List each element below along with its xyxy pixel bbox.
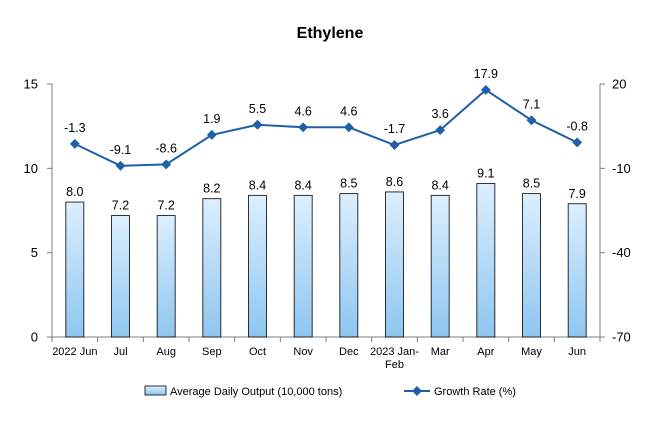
y-left-tick-label: 10 — [24, 161, 38, 176]
legend-line-marker — [412, 386, 422, 396]
line-point — [343, 122, 354, 133]
bar — [65, 201, 85, 338]
line-point — [69, 138, 80, 149]
legend: Average Daily Output (10,000 tons) Growt… — [144, 385, 516, 398]
line-point — [206, 129, 217, 140]
bar-data-label: 8.6 — [386, 175, 403, 189]
bar — [339, 193, 359, 338]
line-data-label: 5.5 — [249, 102, 266, 116]
category-labels: 2022 Jun Jul Aug Sep Oct Nov Dec 2023 Jan-Feb Ma… — [52, 346, 586, 371]
y-right-tick-label: 20 — [612, 77, 626, 92]
y-left-tick-label: 15 — [24, 77, 38, 92]
line-data-label: 7.1 — [523, 97, 540, 111]
line-point — [298, 122, 309, 133]
bar — [385, 191, 404, 338]
bar-data-label: 8.4 — [294, 178, 311, 192]
x-tick-label: May — [521, 346, 542, 358]
axes: 0 5 10 15 -70 -40 -10 20 — [24, 77, 631, 345]
x-tick-label: Oct — [249, 346, 266, 358]
line-data-label: 1.9 — [203, 112, 220, 126]
bar — [476, 183, 496, 338]
x-tick-label: Nov — [293, 346, 313, 358]
line-data-label: -0.8 — [566, 119, 588, 133]
x-tick-label: Dec — [339, 346, 359, 358]
legend-bar-label: Average Daily Output (10,000 tons) — [170, 386, 342, 398]
bar-data-label: 7.2 — [112, 199, 129, 213]
bar-data-label: 9.1 — [477, 167, 494, 181]
bar-data-label: 8.5 — [340, 177, 357, 191]
x-tick-label: Apr — [477, 346, 494, 358]
chart-title: Ethylene — [297, 25, 364, 42]
line-data-label: 4.6 — [294, 104, 311, 118]
line-point — [161, 159, 172, 170]
y-right-tick-label: -10 — [612, 161, 631, 176]
line-series — [69, 84, 583, 171]
bar-data-label: 8.4 — [431, 178, 448, 192]
bar-data-label: 7.2 — [157, 199, 174, 213]
line-point — [252, 119, 263, 130]
line-data-label: 17.9 — [474, 67, 498, 81]
y-left-tick-label: 0 — [31, 330, 38, 345]
line-point — [115, 160, 126, 171]
bar — [111, 215, 130, 338]
x-tick-label: Sep — [202, 346, 222, 358]
x-tick-label: Jun — [568, 346, 586, 358]
bar — [156, 215, 176, 338]
bar — [567, 203, 587, 338]
bar-data-label: 8.4 — [249, 178, 266, 192]
bar-data-label: 7.9 — [568, 187, 585, 201]
line-data-label: 3.6 — [431, 107, 448, 121]
line-data-label: 4.6 — [340, 104, 357, 118]
line-data-labels: -1.3 -9.1 -8.6 1.9 5.5 4.6 4.6 -1.7 3.6 17.9 7.1 -0… — [64, 67, 588, 157]
x-tick-label: Jul — [113, 346, 127, 358]
line-point — [526, 115, 537, 126]
bar-data-labels: 8.0 7.2 7.2 8.2 8.4 8.4 8.5 8.6 8.4 9.1 8.5 7.9 — [66, 167, 586, 213]
x-tick-label: Aug — [156, 346, 176, 358]
bar — [430, 194, 450, 338]
legend-bar-swatch — [144, 385, 167, 396]
bar — [248, 194, 267, 338]
growth-rate-line — [74, 88, 578, 167]
bar-data-label: 8.2 — [203, 182, 220, 196]
line-point — [389, 140, 400, 150]
line-data-label: -1.3 — [64, 121, 86, 135]
legend-line-label: Growth Rate (%) — [434, 386, 516, 398]
y-right-tick-label: -70 — [612, 330, 631, 345]
bar-series — [65, 183, 587, 338]
bar-data-label: 8.5 — [523, 177, 540, 191]
line-data-label: -8.6 — [155, 141, 177, 155]
bar — [293, 194, 313, 338]
bar — [522, 193, 541, 338]
x-tick-label: 2023 Jan-Feb — [370, 346, 419, 371]
x-tick-label: 2022 Jun — [52, 346, 97, 358]
y-right-tick-label: -40 — [612, 245, 631, 260]
line-data-label: -9.1 — [110, 143, 132, 157]
line-point — [572, 137, 583, 148]
x-tick-label: Mar — [431, 346, 450, 358]
bar — [202, 198, 222, 338]
y-left-tick-label: 5 — [31, 245, 38, 260]
bar-data-label: 8.0 — [66, 185, 83, 199]
line-data-label: -1.7 — [384, 122, 406, 136]
